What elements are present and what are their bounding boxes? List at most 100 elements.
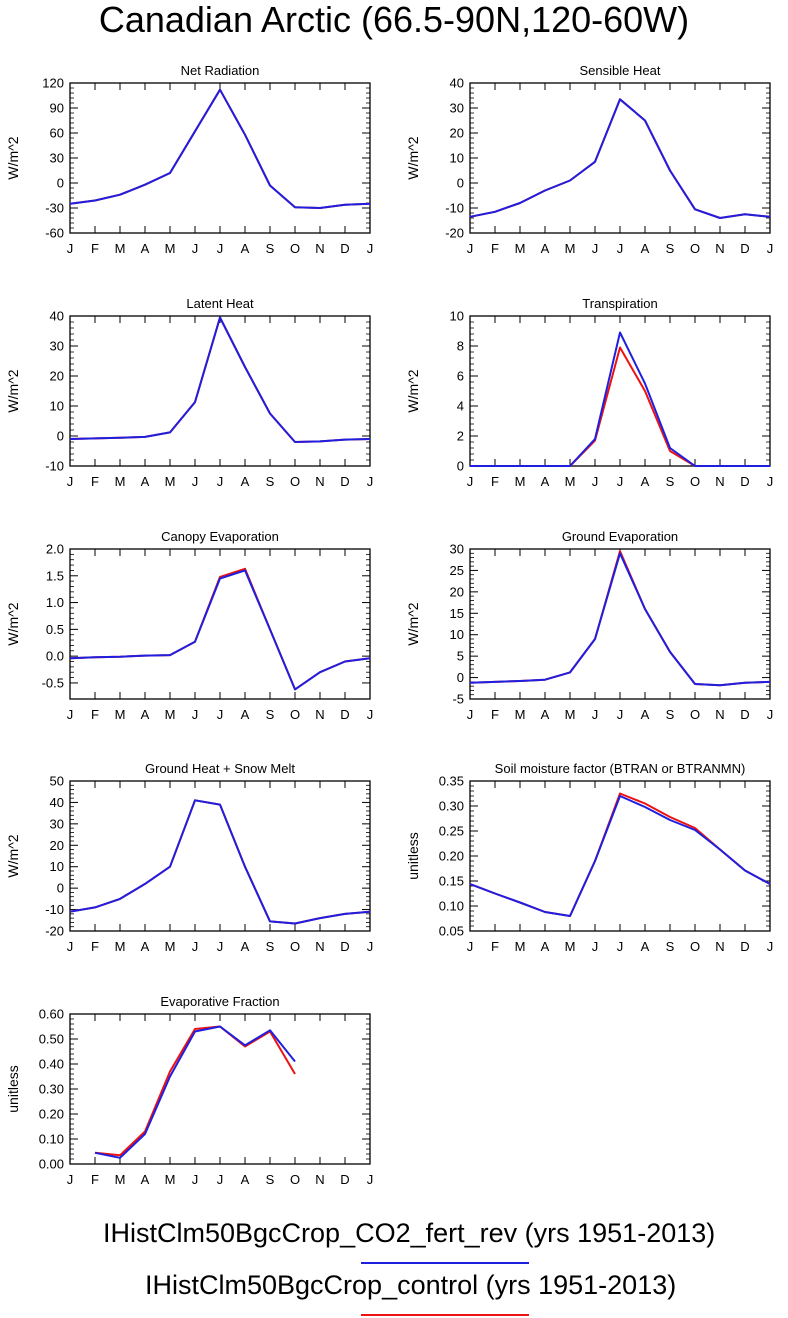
series-line-fert <box>94 1025 296 1159</box>
x-tick-label: J <box>192 474 199 489</box>
series-line-fert <box>470 331 770 467</box>
y-tick-label: 20 <box>450 584 464 599</box>
x-tick-label: J <box>767 707 774 722</box>
y-tick-label: 0.35 <box>439 774 464 789</box>
x-tick-label: J <box>617 241 624 256</box>
plot-frame <box>469 315 771 467</box>
x-tick-label: A <box>541 939 550 954</box>
chart-title: Ground Heat + Snow Melt <box>145 761 295 776</box>
x-tick-label: A <box>641 707 650 722</box>
y-tick-label: -20 <box>445 226 464 241</box>
y-tick-label: 10 <box>50 859 64 874</box>
plot-frame <box>69 1013 371 1165</box>
y-tick-label: 0 <box>457 670 464 685</box>
plot-frame <box>469 82 771 234</box>
x-tick-label: S <box>666 707 675 722</box>
series-line-control <box>69 88 371 209</box>
x-tick-label: F <box>491 939 499 954</box>
x-tick-label: M <box>515 474 526 489</box>
y-axis-label: unitless <box>5 1065 21 1112</box>
y-tick-label: 25 <box>450 563 464 578</box>
chart-7: Soil moisture factor (BTRAN or BTRANMN) u… <box>405 761 773 954</box>
series-line-fert <box>469 98 771 219</box>
x-tick-label: A <box>241 939 250 954</box>
x-tick-label: A <box>641 939 650 954</box>
y-tick-label: 10 <box>450 627 464 642</box>
y-tick-label: 30 <box>450 542 464 557</box>
series-line-control <box>69 799 371 925</box>
x-tick-label: J <box>767 939 774 954</box>
x-tick-label: D <box>740 707 749 722</box>
y-axis-label: W/m^2 <box>5 602 21 645</box>
x-tick-label: J <box>67 241 74 256</box>
y-tick-label: 20 <box>50 838 64 853</box>
x-tick-label: J <box>192 1172 199 1187</box>
x-tick-label: N <box>715 939 724 954</box>
chart-title: Canopy Evaporation <box>161 529 279 544</box>
x-tick-label: F <box>91 241 99 256</box>
x-tick-label: J <box>192 707 199 722</box>
chart-title: Transpiration <box>582 296 657 311</box>
x-tick-label: J <box>217 1172 224 1187</box>
y-tick-label: 30 <box>50 339 64 354</box>
x-tick-label: J <box>192 939 199 954</box>
x-tick-label: F <box>91 707 99 722</box>
x-tick-label: J <box>767 241 774 256</box>
y-tick-label: 0.20 <box>439 849 464 864</box>
y-tick-label: 0.05 <box>439 924 464 939</box>
y-axis-label: W/m^2 <box>405 369 421 412</box>
y-tick-label: 60 <box>50 126 64 141</box>
x-tick-label: J <box>67 939 74 954</box>
series-line-control <box>469 550 771 687</box>
x-tick-label: J <box>367 1172 374 1187</box>
x-tick-label: M <box>515 707 526 722</box>
x-tick-label: N <box>315 939 324 954</box>
x-tick-label: J <box>617 707 624 722</box>
x-tick-label: M <box>515 241 526 256</box>
y-tick-label: 2.0 <box>46 542 64 557</box>
x-tick-label: F <box>491 474 499 489</box>
x-tick-label: J <box>617 939 624 954</box>
y-tick-label: 40 <box>50 309 64 324</box>
y-tick-label: -10 <box>45 459 64 474</box>
x-tick-label: F <box>91 474 99 489</box>
x-tick-label: J <box>767 474 774 489</box>
x-tick-label: J <box>467 474 474 489</box>
x-tick-label: D <box>340 939 349 954</box>
series-line-fert <box>69 799 371 925</box>
y-tick-label: -5 <box>452 692 464 707</box>
x-tick-label: M <box>115 474 126 489</box>
x-tick-label: M <box>165 474 176 489</box>
x-tick-label: M <box>565 707 576 722</box>
y-tick-label: 1.0 <box>46 595 64 610</box>
x-tick-label: J <box>367 241 374 256</box>
y-tick-label: 0 <box>57 176 64 191</box>
x-tick-label: O <box>290 1172 300 1187</box>
series-line-control <box>470 346 770 467</box>
x-tick-label: A <box>141 241 150 256</box>
x-tick-label: A <box>141 939 150 954</box>
x-tick-label: M <box>115 241 126 256</box>
y-tick-label: -10 <box>445 201 464 216</box>
x-tick-label: O <box>690 241 700 256</box>
y-tick-label: 0.25 <box>439 824 464 839</box>
x-tick-label: J <box>367 707 374 722</box>
x-tick-label: A <box>641 474 650 489</box>
y-tick-label: 1.5 <box>46 568 64 583</box>
x-tick-label: S <box>266 707 275 722</box>
y-axis-label: W/m^2 <box>5 834 21 877</box>
x-tick-label: F <box>491 707 499 722</box>
series-line-control <box>69 316 371 443</box>
x-tick-label: A <box>541 474 550 489</box>
x-tick-label: A <box>641 241 650 256</box>
y-tick-label: 20 <box>50 369 64 384</box>
y-tick-label: 6 <box>457 369 464 384</box>
x-tick-label: O <box>290 474 300 489</box>
x-tick-label: J <box>592 241 599 256</box>
